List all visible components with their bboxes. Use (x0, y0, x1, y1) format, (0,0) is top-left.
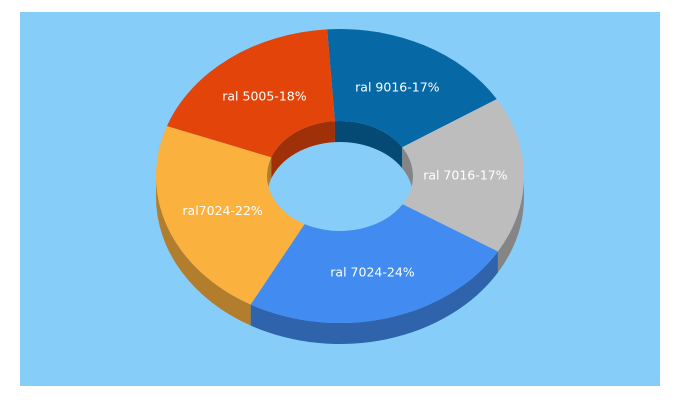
slice-side-2 (250, 251, 498, 345)
slice-top-0 (327, 29, 497, 148)
hole-wall-4 (271, 121, 335, 179)
slice-label-0: ral 9016-17% (355, 79, 439, 94)
slice-label-3: ral7024-22% (182, 203, 262, 218)
slice-top-3 (155, 126, 305, 305)
hole-wall-1 (402, 147, 414, 197)
slice-top-1 (402, 99, 525, 252)
slice-labels: ral 9016-17% ral 7016-17% ral 7024-24% ral7… (182, 79, 507, 279)
slice-label-2: ral 7024-24% (330, 264, 414, 279)
slice-label-4: ral 5005-18% (222, 88, 306, 103)
slice-top-4 (166, 29, 335, 158)
slice-tops (155, 29, 525, 324)
hole-wall-0 (334, 120, 403, 169)
slice-side-1 (497, 176, 524, 273)
slice-label-1: ral 7016-17% (423, 167, 507, 182)
slice-side-3 (156, 176, 251, 326)
slice-top-2 (250, 204, 498, 324)
slice-sides (156, 176, 524, 345)
